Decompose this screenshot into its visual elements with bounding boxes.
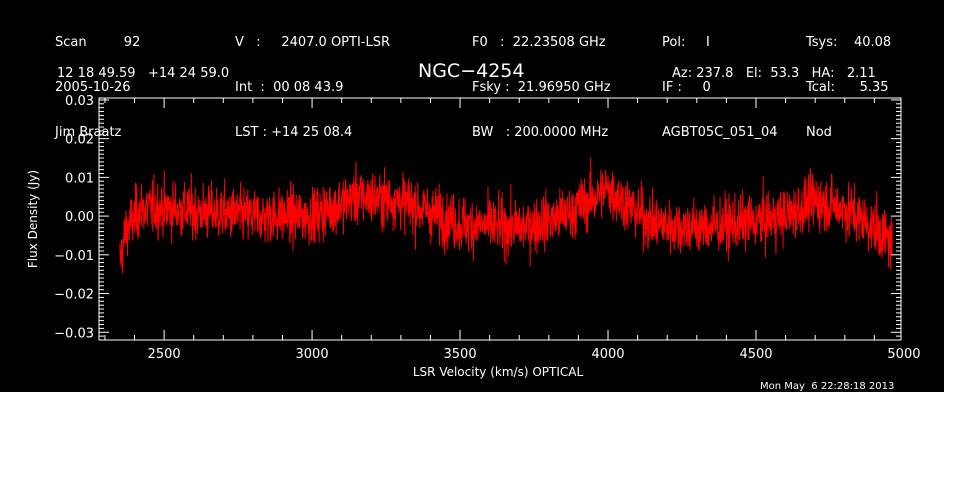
y-axis-label: Flux Density (Jy) — [26, 170, 40, 268]
x-tick-label: 3000 — [296, 347, 329, 362]
project-id: AGBT05C_051_04 — [662, 125, 778, 140]
lst-value: LST : +14 25 08.4 — [235, 125, 353, 140]
az-el-ha: Az: 237.8 El: 53.3 HA: 2.11 — [672, 66, 876, 81]
tsys-value: Tsys: 40.08 — [806, 35, 892, 50]
y-tick-label: 0.02 — [65, 133, 94, 148]
system-temp-info: Tsys: 40.08 Tcal: 5.35 Nod — [806, 5, 891, 170]
y-tick-label: 0.01 — [65, 171, 94, 186]
y-tick-label: −0.01 — [54, 249, 94, 264]
x-tick-label: 4000 — [591, 347, 624, 362]
x-tick-label: 4500 — [739, 347, 772, 362]
plot-background: Scan 92 2005-10-26 Jim Braatz V : 2407.0… — [0, 0, 944, 392]
x-tick-label: 2500 — [148, 347, 181, 362]
bandwidth: BW : 200.0000 MHz — [472, 125, 609, 140]
y-tick-label: −0.02 — [54, 288, 94, 303]
obs-date: 2005-10-26 — [55, 80, 131, 95]
tcal-value: Tcal: 5.35 — [806, 80, 889, 95]
observer-name: Jim Braatz — [55, 125, 122, 140]
x-tick-label: 5000 — [887, 347, 920, 362]
y-tick-label: −0.03 — [54, 326, 94, 341]
y-tick-label: 0.00 — [65, 210, 94, 225]
source-coordinates: 12 18 49.59 +14 24 59.0 — [57, 66, 230, 81]
rest-frequency: F0 : 22.23508 GHz — [472, 35, 606, 50]
scan-number: Scan 92 — [55, 35, 141, 50]
x-axis-label: LSR Velocity (km/s) OPTICAL — [413, 365, 584, 379]
frequency-info: F0 : 22.23508 GHz Fsky : 21.96950 GHz BW… — [472, 5, 611, 170]
integration-time: Int : 00 08 43.9 — [235, 80, 344, 95]
x-tick-label: 3500 — [444, 347, 477, 362]
plot-frame — [98, 97, 902, 341]
obs-mode: Nod — [806, 125, 832, 140]
spectrum-chart: 2500 3000 3500 4000 4500 5000 −0.03 −0.02 −0.01 0… — [26, 94, 921, 379]
source-title: NGC−4254 — [418, 60, 525, 82]
velocity-info: V : 2407.0 OPTI-LSR Int : 00 08 43.9 LST… — [235, 5, 390, 170]
timestamp: Mon May 6 22:28:18 2013 — [760, 381, 895, 392]
scan-info: Scan 92 2005-10-26 Jim Braatz — [55, 5, 140, 170]
spectrum-series-line — [119, 157, 893, 274]
velocity-value: V : 2407.0 OPTI-LSR — [235, 35, 391, 50]
y-tick-label: 0.03 — [65, 94, 94, 109]
if-number: IF : 0 — [662, 80, 711, 95]
sky-frequency: Fsky : 21.96950 GHz — [472, 80, 611, 95]
polarization: Pol: I — [662, 35, 710, 50]
polarization-info: Pol: I IF : 0 AGBT05C_051_04 — [662, 5, 778, 170]
